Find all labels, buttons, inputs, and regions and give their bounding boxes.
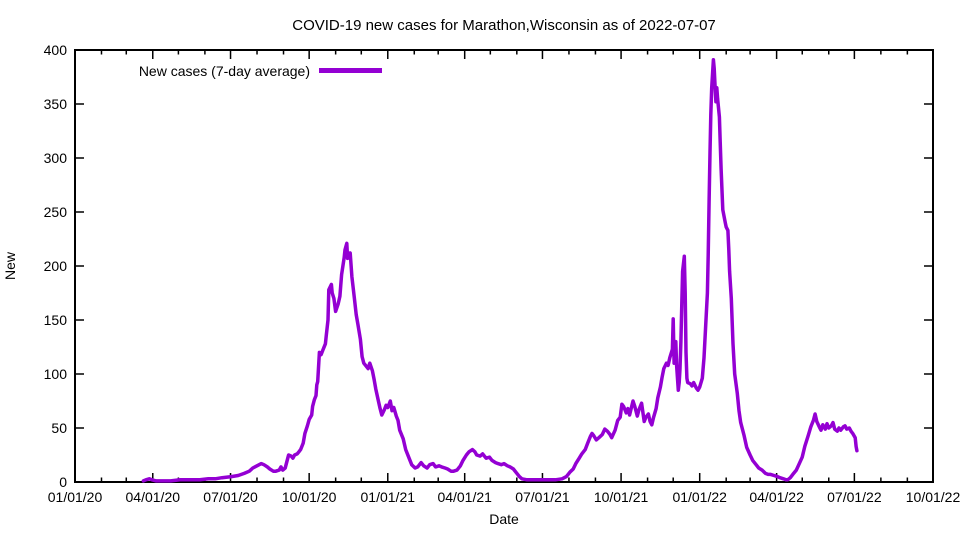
y-tick-label: 150 [44, 312, 68, 328]
axes-ticks-and-series: 01/01/20 04/01/20 07/01/20 10/01/20 01/01/21… [44, 42, 960, 505]
x-tick-label: 07/01/21 [515, 489, 570, 505]
y-tick-label: 250 [44, 204, 68, 220]
y-tick-label: 200 [44, 258, 68, 274]
legend-label: New cases (7-day average) [139, 63, 310, 79]
x-tick-label: 10/01/20 [282, 489, 337, 505]
x-tick-label: 07/01/20 [203, 489, 258, 505]
x-tick-label: 10/01/21 [594, 489, 649, 505]
y-tick-label: 100 [44, 366, 68, 382]
y-axis-label: New [2, 251, 18, 280]
x-axis-label: Date [489, 511, 519, 527]
y-tick-label: 0 [59, 474, 67, 490]
y-tick-label: 50 [51, 420, 67, 436]
x-tick-label: 01/01/21 [361, 489, 416, 505]
x-tick-label: 10/01/22 [906, 489, 960, 505]
chart-title: COVID-19 new cases for Marathon,Wisconsi… [292, 17, 716, 34]
x-tick-label: 01/01/20 [48, 489, 103, 505]
x-tick-label: 04/01/22 [749, 489, 804, 505]
plot-frame [74, 49, 934, 483]
y-tick-label: 300 [44, 150, 68, 166]
new-cases-line [141, 57, 859, 483]
x-tick-label: 04/01/20 [126, 489, 181, 505]
y-tick-label: 350 [44, 96, 68, 112]
y-tick-label: 400 [44, 42, 68, 58]
x-tick-label: 01/01/22 [672, 489, 727, 505]
x-tick-label: 04/01/21 [437, 489, 492, 505]
x-tick-label: 07/01/22 [827, 489, 882, 505]
